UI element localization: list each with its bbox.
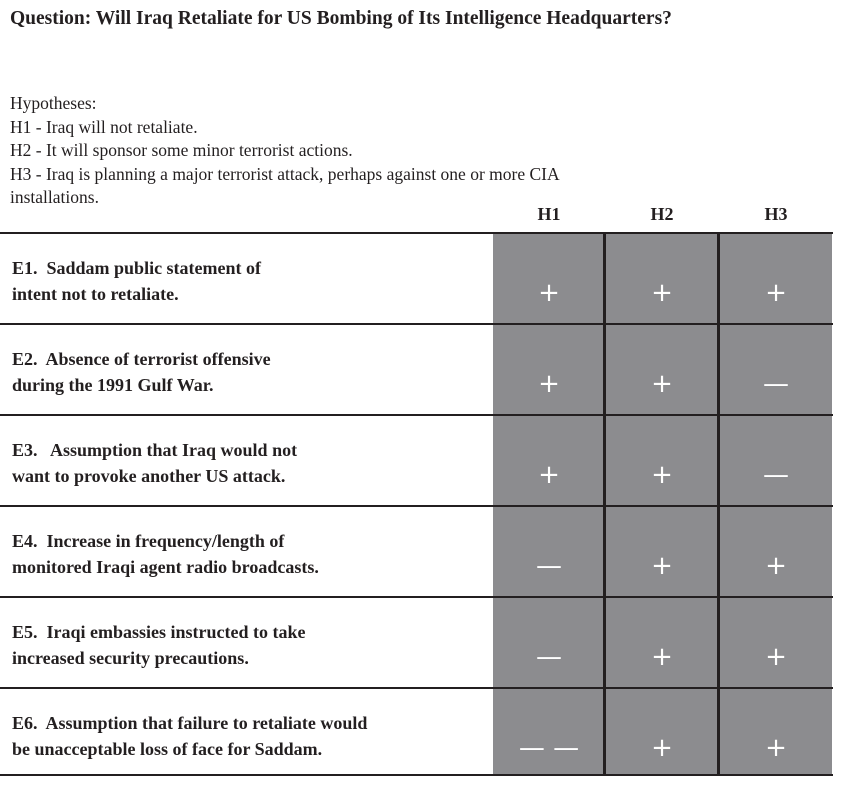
rating-cell-h3: +	[720, 233, 832, 324]
hypotheses-list: Hypotheses: H1 - Iraq will not retaliate…	[10, 92, 810, 210]
rating-cell-h1: —	[493, 506, 605, 597]
evidence-text: E3. Assumption that Iraq would not want …	[12, 440, 298, 486]
rating-cell-h3: +	[720, 506, 832, 597]
evidence-text: E1. Saddam public statement of intent no…	[12, 258, 262, 304]
rating-symbol: — —	[518, 733, 580, 763]
rating-symbol: +	[651, 460, 673, 490]
evidence-text: E4. Increase in frequency/length of moni…	[12, 531, 319, 577]
row-divider	[0, 774, 833, 776]
rating-symbol: +	[651, 733, 673, 763]
rating-symbol: +	[651, 369, 673, 399]
column-header-h2: H2	[650, 204, 674, 224]
rating-cell-h3: —	[720, 415, 832, 506]
evidence-text: E5. Iraqi embassies instructed to take i…	[12, 622, 306, 668]
evidence-text: E2. Absence of terrorist offensive durin…	[12, 349, 271, 395]
rating-symbol: +	[651, 642, 673, 672]
rating-symbol: +	[538, 369, 560, 399]
column-header-h3: H3	[764, 204, 788, 224]
rating-cell-h1: — —	[493, 688, 605, 779]
hypotheses-heading: Hypotheses:	[10, 93, 97, 113]
rating-cell-h1: —	[493, 597, 605, 688]
row-divider	[0, 323, 833, 325]
hypothesis-h1: H1 - Iraq will not retaliate.	[10, 116, 198, 137]
row-divider	[0, 596, 833, 598]
rating-cell-h1: +	[493, 324, 605, 415]
rating-symbol: —	[763, 369, 789, 399]
row-divider	[0, 232, 833, 234]
hypothesis-h2: H2 - It will sponsor some minor terroris…	[10, 140, 353, 160]
rating-cell-h1: +	[493, 233, 605, 324]
rating-cell-h2: +	[606, 324, 718, 415]
rating-cell-h3: +	[720, 597, 832, 688]
evidence-row: E1. Saddam public statement of intent no…	[0, 233, 833, 324]
rating-symbol: +	[765, 733, 787, 763]
hypothesis-h3: H3 - Iraq is planning a major terrorist …	[10, 163, 560, 184]
rating-symbol: —	[536, 551, 562, 581]
hypothesis-h3-continued: installations.	[10, 187, 99, 207]
evidence-row: E3. Assumption that Iraq would not want …	[0, 415, 833, 506]
rating-cell-h1: +	[493, 415, 605, 506]
rating-symbol: —	[763, 460, 789, 490]
rating-symbol: —	[536, 642, 562, 672]
column-header-h1: H1	[537, 204, 561, 224]
row-divider	[0, 687, 833, 689]
evidence-row: E2. Absence of terrorist offensive durin…	[0, 324, 833, 415]
rating-symbol: +	[651, 551, 673, 581]
row-divider	[0, 505, 833, 507]
rating-symbol: +	[538, 460, 560, 490]
evidence-row: E6. Assumption that failure to retaliate…	[0, 688, 833, 779]
rating-cell-h3: +	[720, 688, 832, 779]
evidence-row: E4. Increase in frequency/length of moni…	[0, 506, 833, 597]
rating-cell-h2: +	[606, 597, 718, 688]
rating-symbol: +	[765, 278, 787, 308]
question-title: Question: Will Iraq Retaliate for US Bom…	[10, 8, 672, 29]
evidence-row: E5. Iraqi embassies instructed to take i…	[0, 597, 833, 688]
column-divider	[603, 233, 606, 775]
column-divider	[717, 233, 720, 775]
row-divider	[0, 414, 833, 416]
rating-symbol: +	[765, 551, 787, 581]
rating-cell-h2: +	[606, 233, 718, 324]
rating-symbol: +	[651, 278, 673, 308]
rating-cell-h2: +	[606, 506, 718, 597]
rating-cell-h2: +	[606, 688, 718, 779]
rating-symbol: +	[765, 642, 787, 672]
evidence-text: E6. Assumption that failure to retaliate…	[12, 713, 368, 759]
rating-cell-h3: —	[720, 324, 832, 415]
rating-cell-h2: +	[606, 415, 718, 506]
rating-symbol: +	[538, 278, 560, 308]
